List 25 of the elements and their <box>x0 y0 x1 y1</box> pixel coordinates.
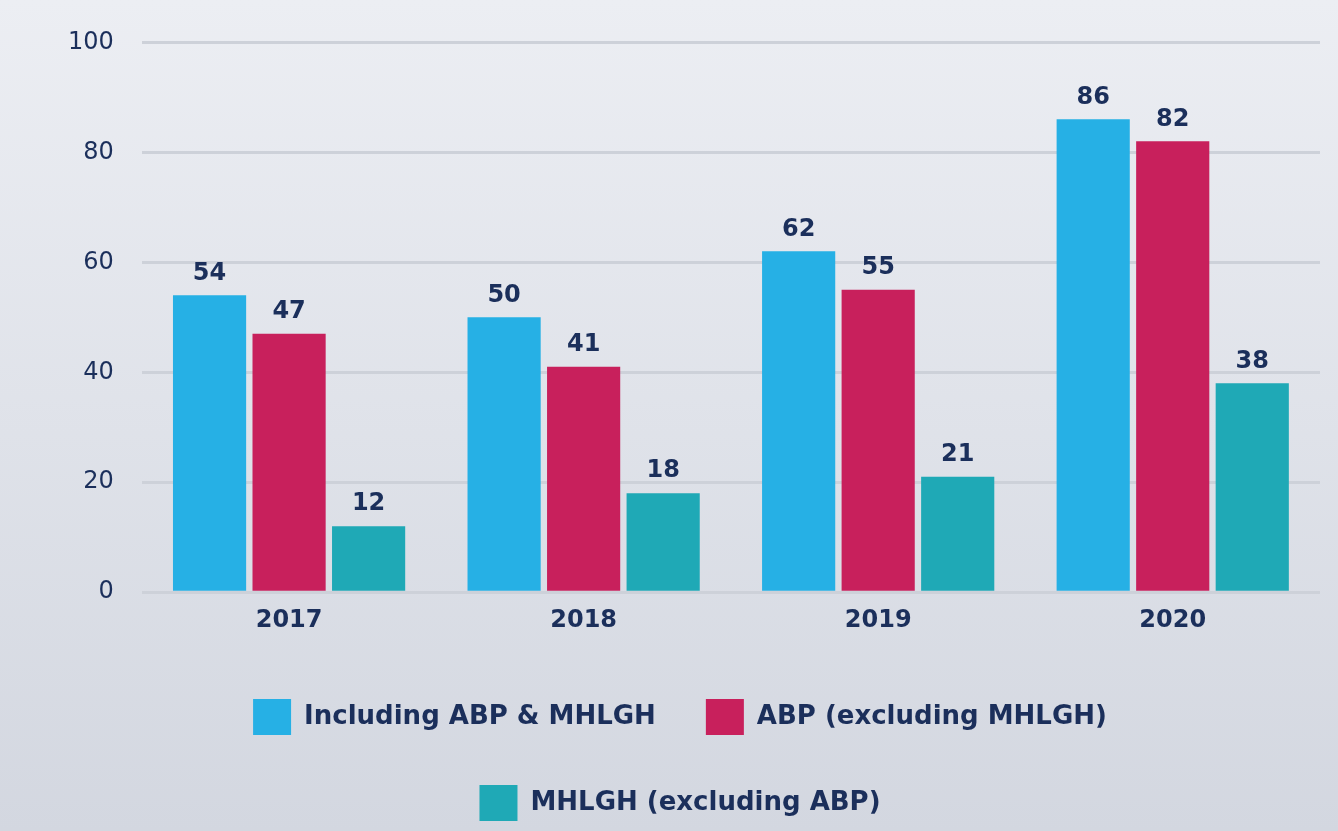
x-tick-label: 2017 <box>255 604 323 633</box>
legend-label: ABP (excluding MHLGH) <box>756 699 1107 730</box>
y-tick-label: 60 <box>83 246 114 275</box>
data-label: 18 <box>646 455 680 484</box>
data-label: 47 <box>272 296 306 325</box>
data-label: 55 <box>861 252 895 281</box>
data-label: 62 <box>781 213 816 242</box>
y-tick-label: 20 <box>83 466 114 495</box>
data-label: 54 <box>192 257 227 286</box>
data-label: 21 <box>941 438 975 467</box>
x-tick-label: 2020 <box>1139 604 1207 633</box>
data-label: 41 <box>566 329 601 358</box>
y-tick-label: 80 <box>83 136 114 165</box>
data-label: 12 <box>351 488 386 517</box>
data-label: 82 <box>1156 103 1190 132</box>
data-label: 38 <box>1235 345 1269 374</box>
data-label: 86 <box>1076 81 1110 110</box>
y-tick-label: 40 <box>83 356 114 385</box>
legend-label: MHLGH (excluding ABP) <box>530 785 881 816</box>
x-tick-label: 2019 <box>844 604 912 633</box>
x-tick-label: 2018 <box>550 604 618 633</box>
data-label: 50 <box>487 279 521 308</box>
y-tick-label: 100 <box>68 26 114 55</box>
y-tick-label: 0 <box>98 576 114 605</box>
legend-label: Including ABP & MHLGH <box>304 699 656 730</box>
